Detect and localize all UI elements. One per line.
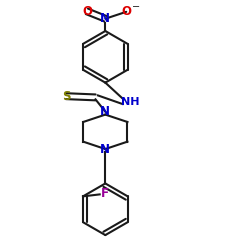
Text: NH: NH <box>121 96 139 106</box>
Text: O: O <box>121 5 131 18</box>
Text: N: N <box>100 105 110 118</box>
Text: O: O <box>82 5 92 18</box>
Text: −: − <box>132 2 140 12</box>
Text: F: F <box>101 188 109 200</box>
Text: N: N <box>100 12 110 25</box>
Text: N: N <box>100 142 110 156</box>
Text: S: S <box>62 90 70 103</box>
